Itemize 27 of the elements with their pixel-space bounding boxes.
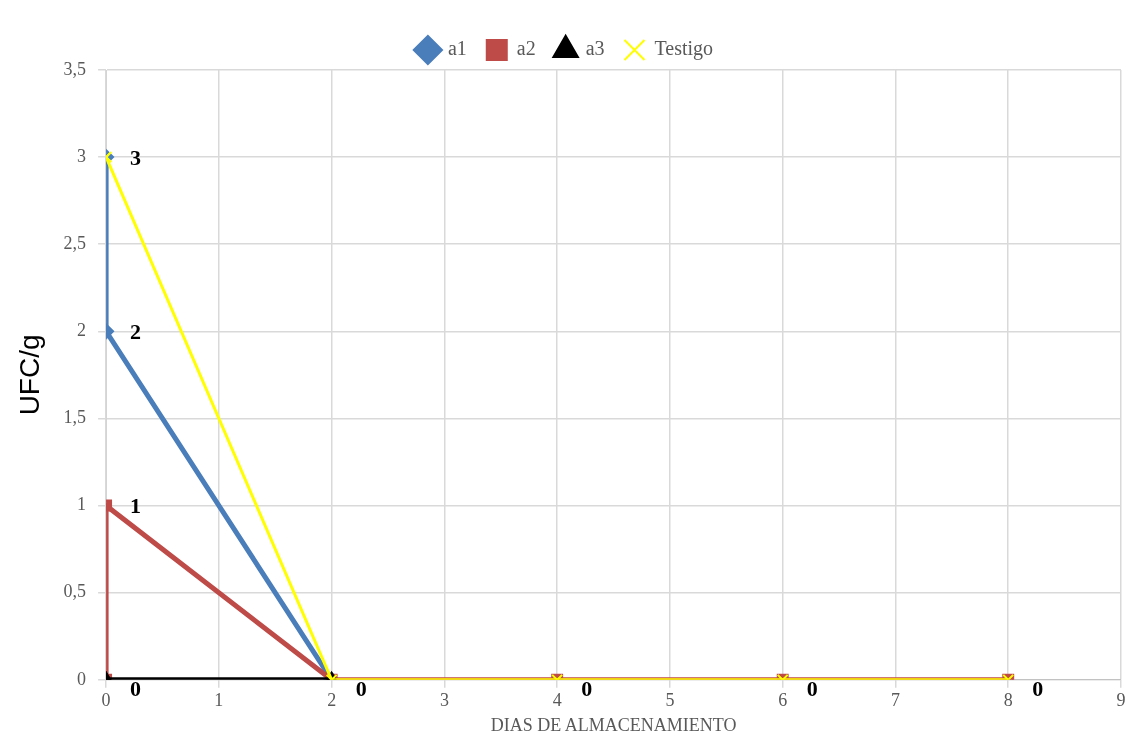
y-axis-title: UFC/g [13,334,45,416]
x-axis-title: DIAS DE ALMACENAMIENTO [490,714,737,735]
x-tick-label: 1 [214,690,224,711]
y-tick-label: 1,5 [63,407,87,428]
legend-label: a3 [585,37,605,60]
x-tick-label: 2 [327,690,337,711]
y-tick-label: 3 [77,145,87,166]
y-tick-label: 2,5 [63,232,87,253]
y-tick-label: 3,5 [63,58,87,79]
x-tick-label: 6 [778,690,788,711]
data-label: 3 [130,144,142,170]
legend-label: a1 [447,37,467,60]
y-tick-label: 0,5 [63,581,87,602]
x-tick-label: 3 [439,690,449,711]
x-tick-label: 4 [552,690,562,711]
legend-label: Testigo [654,37,714,61]
x-tick-label: 0 [101,690,111,711]
x-tick-label: 8 [1003,690,1013,711]
data-label: 2 [130,319,142,345]
y-tick-label: 0 [77,668,87,689]
data-label: 1 [130,493,142,519]
legend-label: a2 [516,37,536,60]
x-tick-label: 9 [1116,690,1126,711]
x-tick-label: 5 [665,690,675,711]
y-tick-label: 1 [77,494,87,515]
y-tick-label: 2 [77,320,87,341]
x-tick-label: 7 [890,690,900,711]
